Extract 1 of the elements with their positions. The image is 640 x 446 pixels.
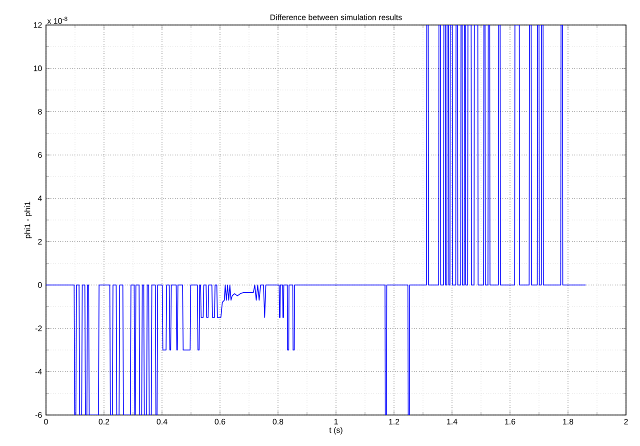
line-series (46, 24, 586, 415)
